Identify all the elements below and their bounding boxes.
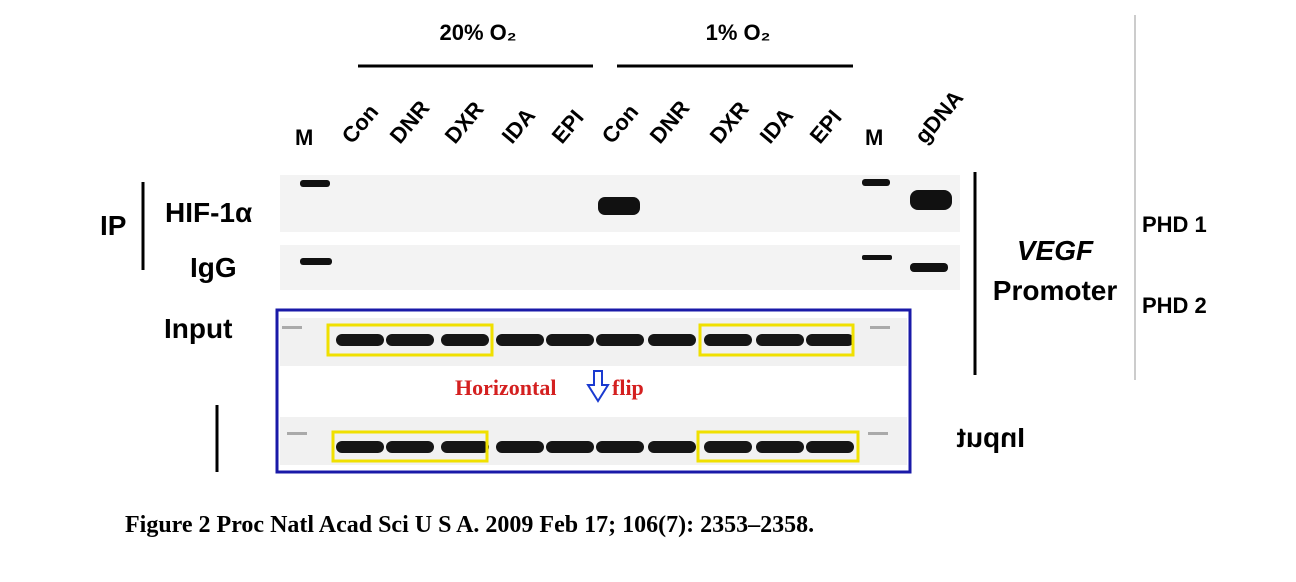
- band: [596, 441, 644, 453]
- condition-label: 20% O₂: [439, 20, 516, 45]
- row-label: IP: [100, 210, 126, 241]
- band: [496, 441, 544, 453]
- band: [441, 334, 489, 346]
- band: [648, 334, 696, 346]
- band: [598, 197, 640, 215]
- band: [862, 255, 892, 260]
- band: [868, 432, 888, 435]
- row-label: IgG: [190, 252, 237, 283]
- band: [546, 334, 594, 346]
- region-label: PHD 1: [1142, 212, 1207, 237]
- band: [910, 190, 952, 210]
- band: [806, 334, 854, 346]
- annotation: flip: [612, 375, 644, 400]
- band: [496, 334, 544, 346]
- band: [704, 334, 752, 346]
- band: [336, 334, 384, 346]
- band: [546, 441, 594, 453]
- lane-label: M: [865, 125, 883, 150]
- band: [300, 258, 332, 265]
- band: [648, 441, 696, 453]
- band: [386, 441, 434, 453]
- band: [756, 441, 804, 453]
- condition-label: 1% O₂: [706, 20, 771, 45]
- highlight: [331, 430, 489, 463]
- gel-strip: [280, 417, 907, 465]
- band: [862, 179, 890, 186]
- band: [704, 441, 752, 453]
- annotation: Horizontal: [455, 375, 556, 400]
- band: [870, 326, 890, 329]
- mirrored-group: Input: [957, 422, 1025, 453]
- region-label: PHD 2: [1142, 293, 1207, 318]
- band: [300, 180, 330, 187]
- highlight: [696, 430, 860, 463]
- lane-label: M: [295, 125, 313, 150]
- highlight: [326, 323, 494, 357]
- band: [336, 441, 384, 453]
- gene-label: Promoter: [993, 275, 1118, 306]
- mirrored-label: Input: [957, 422, 1025, 453]
- band: [282, 326, 302, 329]
- row-label: Input: [164, 313, 232, 344]
- band: [756, 334, 804, 346]
- arrow: [586, 370, 610, 403]
- band: [910, 263, 948, 272]
- band: [287, 432, 307, 435]
- band: [441, 441, 489, 453]
- band: [596, 334, 644, 346]
- bands: [300, 179, 952, 272]
- caption: Figure 2 Proc Natl Acad Sci U S A. 2009 …: [125, 512, 814, 538]
- bands: [282, 326, 890, 453]
- gel-strip: [280, 245, 960, 290]
- highlight: [698, 323, 855, 357]
- band: [806, 441, 854, 453]
- row-label: HIF-1α: [165, 197, 252, 228]
- gene-label: VEGF: [1017, 235, 1094, 266]
- band: [386, 334, 434, 346]
